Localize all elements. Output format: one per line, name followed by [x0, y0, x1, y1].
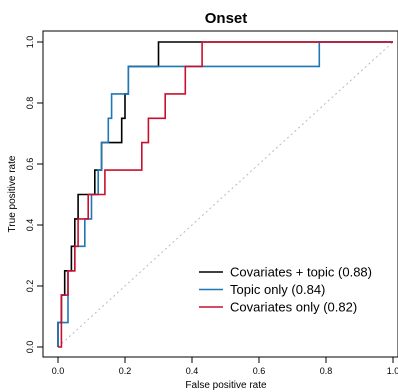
x-tick-label: 0.0: [52, 366, 65, 376]
chart-title: Onset: [205, 10, 248, 27]
legend: Covariates + topic (0.88) Topic only (0.8…: [199, 265, 372, 315]
x-tick-label: 1.0: [387, 366, 398, 376]
x-axis: 0.0 0.2 0.4 0.6 0.8 1.0: [52, 356, 398, 376]
reference-diagonal: [57, 41, 394, 348]
y-axis-label: True positive rate: [7, 155, 18, 232]
legend-label: Covariates + topic (0.88): [230, 265, 372, 280]
y-tick-label: 1.0: [25, 36, 35, 49]
series-layer: [57, 41, 393, 348]
x-tick-label: 0.8: [320, 366, 333, 376]
x-tick-label: 0.6: [253, 366, 266, 376]
x-tick-label: 0.2: [119, 366, 132, 376]
y-tick-label: 0.4: [25, 219, 35, 232]
x-tick-label: 0.4: [186, 366, 199, 376]
y-axis: 0.0 0.2 0.4 0.6 0.8 1.0: [25, 36, 44, 354]
legend-label: Topic only (0.84): [230, 282, 325, 297]
y-tick-label: 0.0: [25, 341, 35, 354]
y-tick-label: 0.8: [25, 97, 35, 110]
series-line-3: [58, 41, 393, 348]
y-tick-label: 0.2: [25, 280, 35, 293]
legend-label: Covariates only (0.82): [230, 300, 357, 315]
x-axis-label: False positive rate: [185, 380, 267, 391]
y-tick-label: 0.6: [25, 158, 35, 171]
